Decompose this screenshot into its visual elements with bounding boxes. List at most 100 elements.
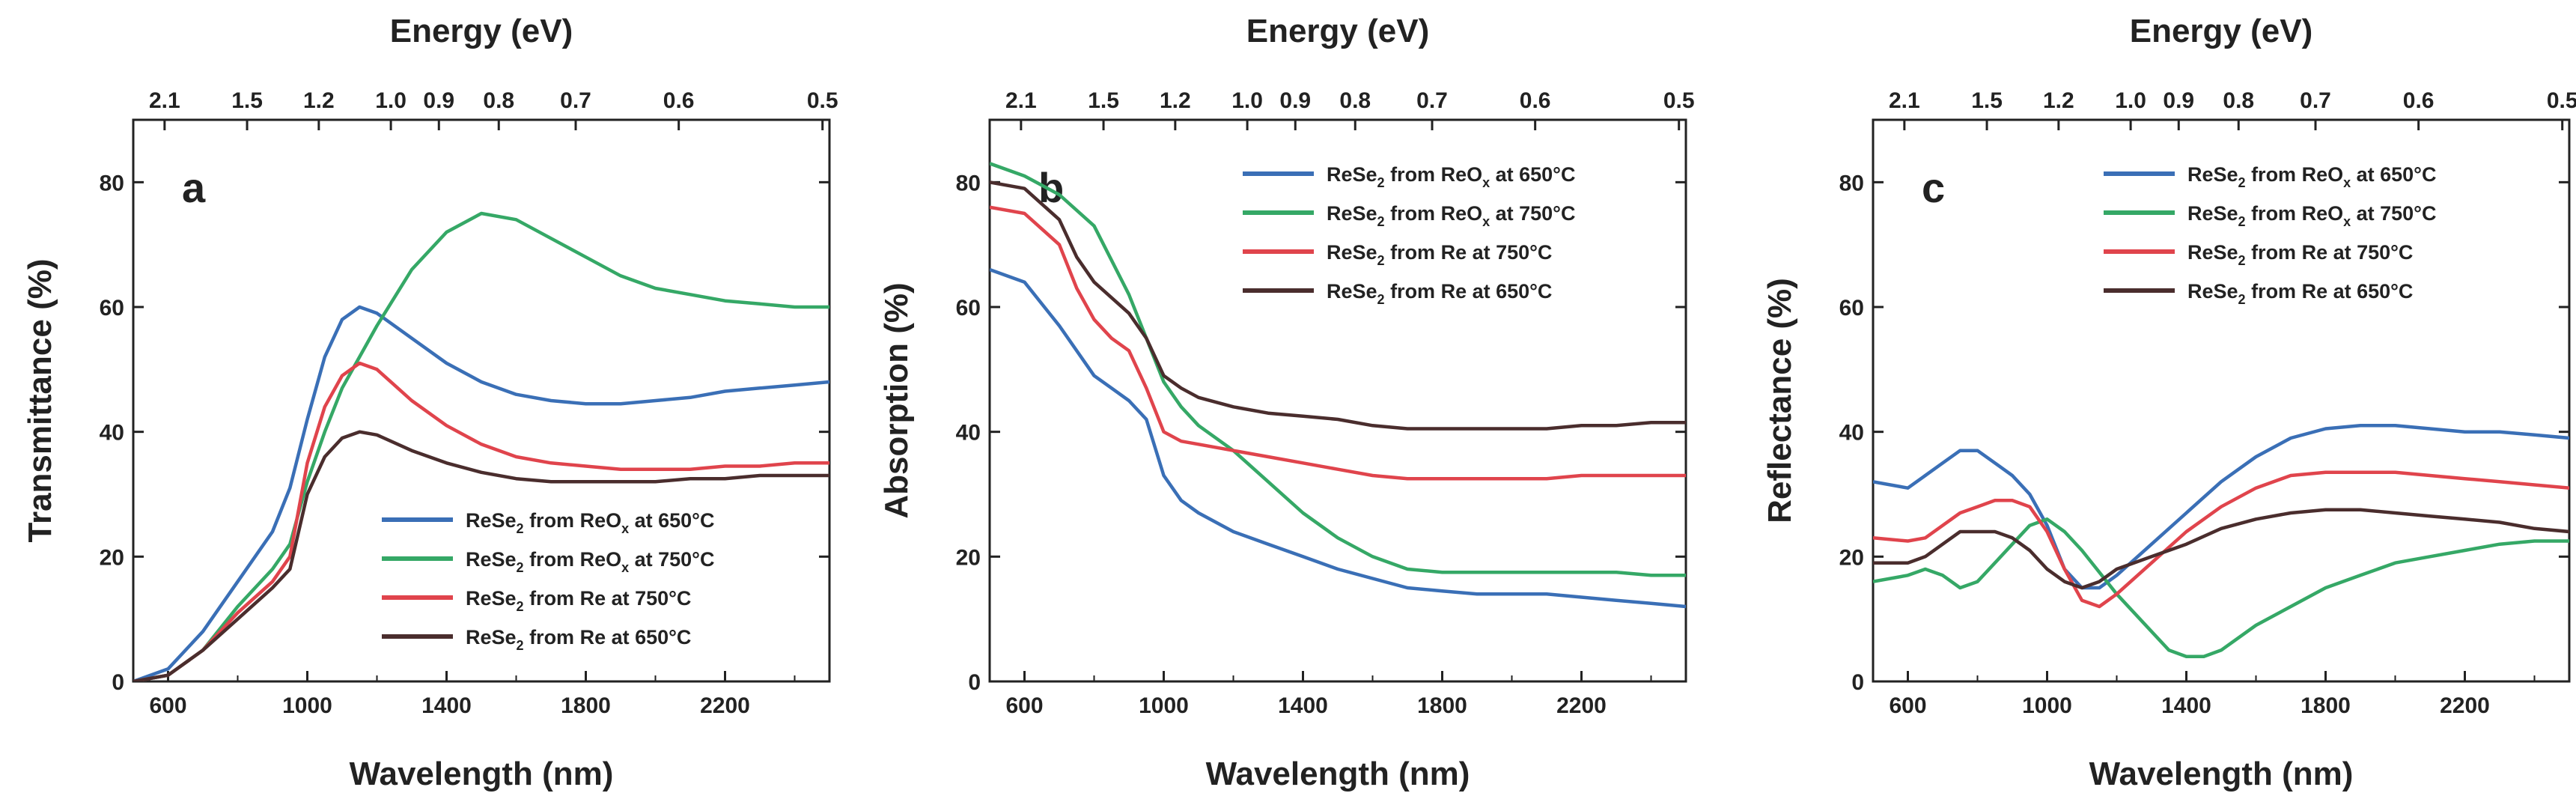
chart-a-legend-label-4: ReSe2 from Re at 650°C	[466, 626, 691, 653]
chart-c-panel-letter: c	[1922, 164, 1945, 211]
chart-c-series-group	[1873, 424, 2569, 658]
legend-text-part: from ReO	[2246, 202, 2344, 225]
legend-text-part: ReSe	[2187, 202, 2238, 225]
legend-subscript: x	[2343, 214, 2351, 229]
legend-text-part: from ReO	[524, 548, 622, 571]
y-tick-label: 80	[100, 171, 124, 195]
legend-text-part: from Re at 750°C	[1385, 241, 1553, 264]
legend-text-part: from Re at 650°C	[1385, 280, 1553, 303]
chart-b-legend-label-3: ReSe2 from Re at 750°C	[1327, 241, 1552, 268]
chart-b-series-group	[990, 162, 1686, 609]
top-tick-label: 0.9	[1279, 88, 1311, 113]
x-tick-label: 600	[1005, 693, 1043, 718]
chart-a-legend-label-3: ReSe2 from Re at 750°C	[466, 587, 691, 614]
x-tick-label: 1800	[561, 693, 611, 718]
legend-subscript: 2	[517, 521, 524, 536]
top-tick-label: 1.5	[1971, 88, 2003, 113]
top-tick-label: 0.5	[1663, 88, 1695, 113]
chart-a-series-group	[133, 211, 829, 681]
top-tick-label: 0.5	[2547, 88, 2576, 113]
top-tick-label: 1.2	[2043, 88, 2074, 113]
chart-c-legend-label-3: ReSe2 from Re at 750°C	[2187, 241, 2413, 268]
chart-b-legend: ReSe2 from ReOx at 650°C ReSe2 from ReOx …	[1243, 163, 1575, 307]
legend-subscript: 2	[2238, 292, 2246, 307]
top-tick-label: 0.6	[663, 88, 695, 113]
legend-subscript: x	[1482, 214, 1490, 229]
x-tick-label: 2200	[700, 693, 750, 718]
chart-b-x-axis-label: Wavelength (nm)	[1206, 756, 1470, 792]
top-tick-label: 2.1	[1889, 88, 1920, 113]
top-tick-label: 0.7	[2300, 88, 2331, 113]
top-tick-label: 0.8	[483, 88, 514, 113]
legend-text-part: from ReO	[2246, 163, 2344, 186]
top-tick-label: 0.8	[1339, 88, 1371, 113]
legend-text-part: at 650°C	[629, 509, 714, 532]
chart-c-series-3-line	[1873, 470, 2569, 609]
chart-c-series-4-line	[1873, 508, 2569, 590]
chart-c-y-axis-label: Reflectance (%)	[1762, 278, 1798, 523]
legend-subscript: 2	[2238, 175, 2246, 190]
legend-text-part: ReSe	[466, 548, 517, 571]
chart-b-series-3-line	[990, 205, 1686, 481]
top-tick-label: 0.6	[1520, 88, 1551, 113]
y-tick-label: 0	[968, 670, 981, 695]
chart-a-series-1-line	[133, 305, 829, 681]
chart-b-legend-label-2: ReSe2 from ReOx at 750°C	[1327, 202, 1575, 229]
top-tick-label: 0.9	[2163, 88, 2194, 113]
legend-text-part: ReSe	[466, 509, 517, 532]
x-tick-label: 2200	[1556, 693, 1607, 718]
top-tick-label: 1.0	[2115, 88, 2146, 113]
x-tick-label: 1400	[1278, 693, 1328, 718]
chart-b-legend-label-1: ReSe2 from ReOx at 650°C	[1327, 163, 1575, 190]
legend-text-part: ReSe	[466, 626, 517, 648]
chart-c-x-axis-label: Wavelength (nm)	[2089, 756, 2354, 792]
top-tick-label: 0.5	[807, 88, 838, 113]
top-tick-label: 0.6	[2403, 88, 2435, 113]
x-tick-label: 1000	[282, 693, 332, 718]
x-tick-label: 1800	[2301, 693, 2351, 718]
legend-text-part: from Re at 650°C	[2246, 280, 2414, 303]
legend-subscript: 2	[1377, 214, 1385, 229]
legend-subscript: 2	[2238, 253, 2246, 268]
legend-text-part: from Re at 750°C	[2246, 241, 2414, 264]
y-tick-label: 40	[956, 421, 981, 446]
y-tick-label: 20	[1839, 545, 1864, 570]
x-tick-label: 600	[149, 693, 186, 718]
x-tick-label: 1400	[2161, 693, 2211, 718]
chart-b-top-axis-label: Energy (eV)	[1246, 13, 1430, 49]
y-tick-label: 60	[100, 296, 124, 320]
chart-c-plot-frame	[1872, 118, 2571, 683]
chart-a-panel-letter: a	[182, 164, 206, 211]
legend-text-part: ReSe	[2187, 163, 2238, 186]
chart-b-legend-label-4: ReSe2 from Re at 650°C	[1327, 280, 1552, 307]
top-tick-label: 1.5	[1088, 88, 1119, 113]
chart-a-y-axis-label: Transmittance (%)	[22, 259, 58, 543]
chart-a-series-2-line	[133, 211, 829, 681]
legend-text-part: at 650°C	[2351, 163, 2436, 186]
y-tick-label: 60	[956, 296, 981, 320]
legend-text-part: from Re at 750°C	[524, 587, 692, 610]
top-tick-label: 2.1	[1005, 88, 1037, 113]
y-tick-label: 40	[100, 421, 124, 446]
legend-subscript: 2	[1377, 253, 1385, 268]
chart-a-series-3-line	[133, 361, 829, 681]
legend-text-part: ReSe	[2187, 280, 2238, 303]
chart-b-plot-frame	[988, 118, 1687, 683]
chart-a-legend-label-1: ReSe2 from ReOx at 650°C	[466, 509, 714, 536]
legend-subscript: 2	[517, 638, 524, 653]
legend-subscript: x	[2343, 175, 2351, 190]
top-tick-label: 1.5	[231, 88, 263, 113]
x-tick-label: 1000	[1139, 693, 1189, 718]
legend-subscript: 2	[1377, 175, 1385, 190]
legend-subscript: 2	[1377, 292, 1385, 307]
chart-b-series-1-line	[990, 267, 1686, 609]
legend-text-part: from ReO	[1385, 202, 1483, 225]
legend-text-part: from ReO	[524, 509, 622, 532]
legend-text-part: ReSe	[466, 587, 517, 610]
legend-text-part: ReSe	[1327, 163, 1377, 186]
legend-text-part: at 750°C	[2351, 202, 2436, 225]
x-tick-label: 600	[1889, 693, 1926, 718]
legend-text-part: from Re at 650°C	[524, 626, 692, 648]
